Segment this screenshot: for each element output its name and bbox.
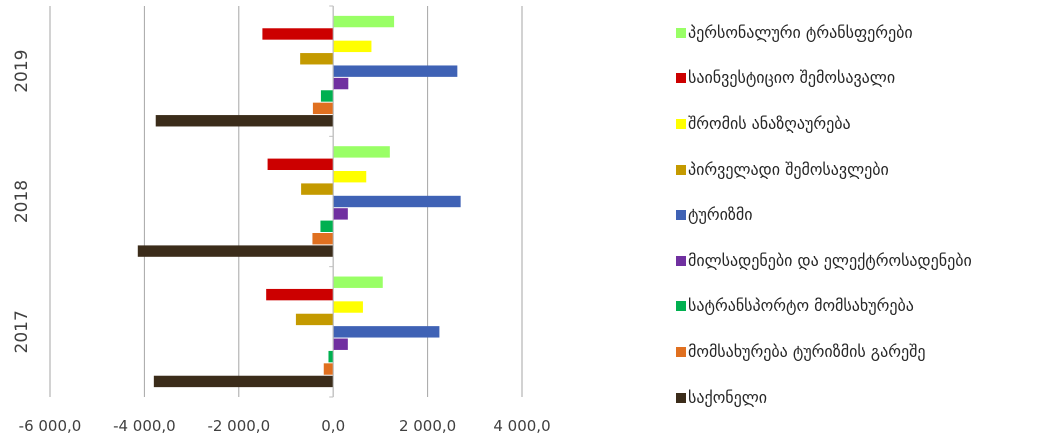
legend-swatch xyxy=(676,346,686,357)
legend-item: ტურიზმი xyxy=(676,192,1056,238)
legend-item: პერსონალური ტრანსფერები xyxy=(676,10,1056,56)
legend-swatch xyxy=(676,301,686,312)
bar xyxy=(137,245,334,257)
bar xyxy=(333,15,395,28)
legend-item: მომსახურება ტურიზმის გარეშე xyxy=(676,329,1056,375)
bar xyxy=(323,363,334,375)
x-tick-labels: -6 000,0 -4 000,0 -2 000,0 0,0 2 000,0 4 000,… xyxy=(19,417,551,435)
axes xyxy=(329,5,334,398)
bar xyxy=(333,326,440,338)
legend-label: მომსახურება ტურიზმის გარეშე xyxy=(688,341,926,361)
legend-label: საინვესტიციო შემოსავალი xyxy=(688,68,896,88)
bar-chart: -6 000,0 -4 000,0 -2 000,0 0,0 2 000,0 4 000,… xyxy=(12,5,551,435)
x-tick-label: 4 000,0 xyxy=(493,417,550,435)
x-tick-label: -2 000,0 xyxy=(207,417,270,435)
bar xyxy=(312,233,334,245)
bar xyxy=(333,171,367,183)
bar xyxy=(333,195,461,208)
legend-swatch xyxy=(676,392,686,403)
legend-item: შრომის ანაზღაურება xyxy=(676,101,1056,147)
legend-swatch xyxy=(676,73,686,84)
legend-item: საინვესტიციო შემოსავალი xyxy=(676,56,1056,102)
x-tick-label: 0,0 xyxy=(321,417,345,435)
legend-label: შრომის ანაზღაურება xyxy=(688,113,851,133)
bar xyxy=(300,53,334,65)
x-tick-label: 2 000,0 xyxy=(399,417,456,435)
legend-item: სატრანსპორტო მომსახურება xyxy=(676,284,1056,330)
legend-label: პერსონალური ტრანსფერები xyxy=(688,22,913,42)
legend-swatch xyxy=(676,164,686,175)
bar xyxy=(301,183,334,195)
bar xyxy=(262,28,334,40)
x-tick-label: -4 000,0 xyxy=(113,417,176,435)
bar xyxy=(295,313,334,326)
legend-label: მილსადენები და ელექტროსადენები xyxy=(688,250,972,270)
bar xyxy=(333,77,349,90)
bar xyxy=(333,208,348,220)
bar xyxy=(333,65,458,77)
bar xyxy=(266,288,334,301)
legend-swatch xyxy=(676,27,686,38)
legend-label: პირველადი შემოსავლები xyxy=(688,159,889,179)
bar xyxy=(312,102,334,115)
legend-label: ტურიზმი xyxy=(688,205,753,225)
category-label: 2018 xyxy=(12,180,32,223)
legend-label: საქონელი xyxy=(688,387,768,407)
legend-item: მილსადენები და ელექტროსადენები xyxy=(676,238,1056,284)
legend: პერსონალური ტრანსფერები საინვესტიციო შემო… xyxy=(676,10,1056,420)
bar xyxy=(153,375,334,388)
bar xyxy=(333,146,390,158)
legend-label: სატრანსპორტო მომსახურება xyxy=(688,296,914,316)
legend-swatch xyxy=(676,210,686,221)
bar xyxy=(320,220,334,232)
category-label: 2019 xyxy=(12,50,32,93)
legend-item: პირველადი შემოსავლები xyxy=(676,147,1056,193)
legend-item: საქონელი xyxy=(676,375,1056,421)
bar xyxy=(320,90,334,102)
bar xyxy=(155,115,334,127)
x-tick-label: -6 000,0 xyxy=(19,417,82,435)
bar xyxy=(328,350,334,363)
bar xyxy=(333,276,383,288)
bar xyxy=(333,301,363,313)
category-label: 2017 xyxy=(12,310,32,353)
legend-swatch xyxy=(676,118,686,129)
category-labels: 2017 2018 2019 xyxy=(12,50,32,354)
bar xyxy=(333,338,348,350)
bar xyxy=(333,40,372,53)
bars xyxy=(137,15,461,388)
bar xyxy=(267,158,334,170)
legend-swatch xyxy=(676,255,686,266)
